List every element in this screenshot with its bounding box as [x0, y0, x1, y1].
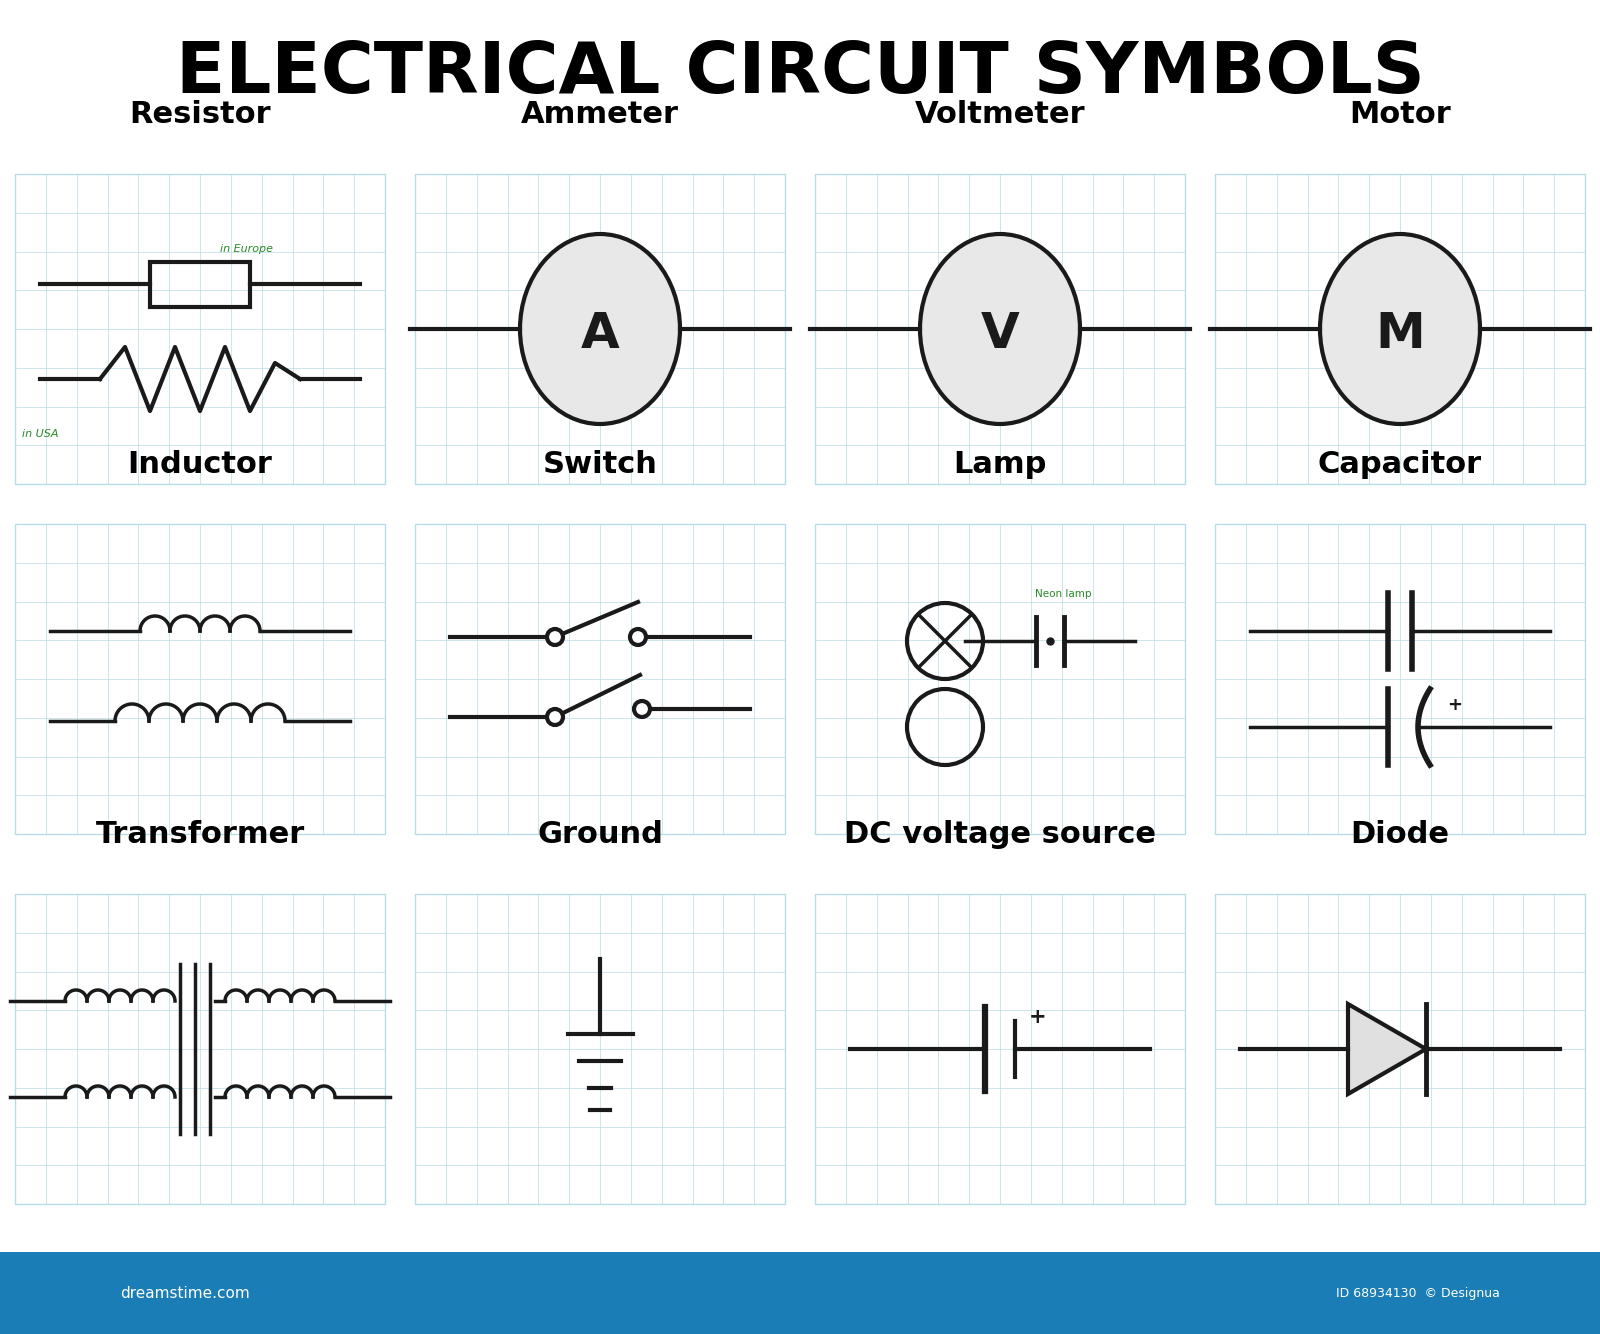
Text: Resistor: Resistor: [130, 100, 270, 129]
Text: Ground: Ground: [538, 820, 662, 848]
Text: ID 68934130  © Designua: ID 68934130 © Designua: [1336, 1286, 1501, 1299]
Text: Ammeter: Ammeter: [522, 100, 678, 129]
Bar: [414, 173, 786, 484]
Text: +: +: [1029, 1007, 1046, 1027]
Ellipse shape: [520, 233, 680, 424]
Polygon shape: [1347, 1005, 1426, 1094]
Text: Voltmeter: Voltmeter: [915, 100, 1085, 129]
Circle shape: [634, 700, 650, 716]
Text: Lamp: Lamp: [954, 450, 1046, 479]
Text: A: A: [581, 309, 619, 358]
Text: Motor: Motor: [1349, 100, 1451, 129]
Text: in USA: in USA: [22, 430, 59, 439]
Bar: [414, 894, 786, 1205]
Bar: [1214, 524, 1586, 834]
Circle shape: [630, 630, 646, 646]
Text: in Europe: in Europe: [221, 244, 274, 253]
Bar: [150, 261, 250, 307]
Ellipse shape: [920, 233, 1080, 424]
Bar: [414, 524, 786, 834]
Text: ELECTRICAL CIRCUIT SYMBOLS: ELECTRICAL CIRCUIT SYMBOLS: [176, 40, 1424, 108]
Text: M: M: [1374, 309, 1426, 358]
Bar: [14, 894, 386, 1205]
Text: +: +: [1448, 696, 1462, 714]
Circle shape: [547, 630, 563, 646]
Bar: [814, 173, 1186, 484]
Text: Transformer: Transformer: [96, 820, 304, 848]
Ellipse shape: [1320, 233, 1480, 424]
Text: Diode: Diode: [1350, 820, 1450, 848]
Text: Switch: Switch: [542, 450, 658, 479]
Text: V: V: [981, 309, 1019, 358]
Text: dreamstime.com: dreamstime.com: [120, 1286, 250, 1301]
Bar: [814, 894, 1186, 1205]
Text: Inductor: Inductor: [128, 450, 272, 479]
Circle shape: [547, 708, 563, 724]
Bar: [14, 524, 386, 834]
Bar: [1214, 894, 1586, 1205]
Bar: [814, 524, 1186, 834]
Bar: [1214, 173, 1586, 484]
Text: Neon lamp: Neon lamp: [1035, 590, 1091, 599]
Bar: [14, 173, 386, 484]
Text: Capacitor: Capacitor: [1318, 450, 1482, 479]
Bar: [0, 1253, 1600, 1334]
Text: DC voltage source: DC voltage source: [845, 820, 1155, 848]
